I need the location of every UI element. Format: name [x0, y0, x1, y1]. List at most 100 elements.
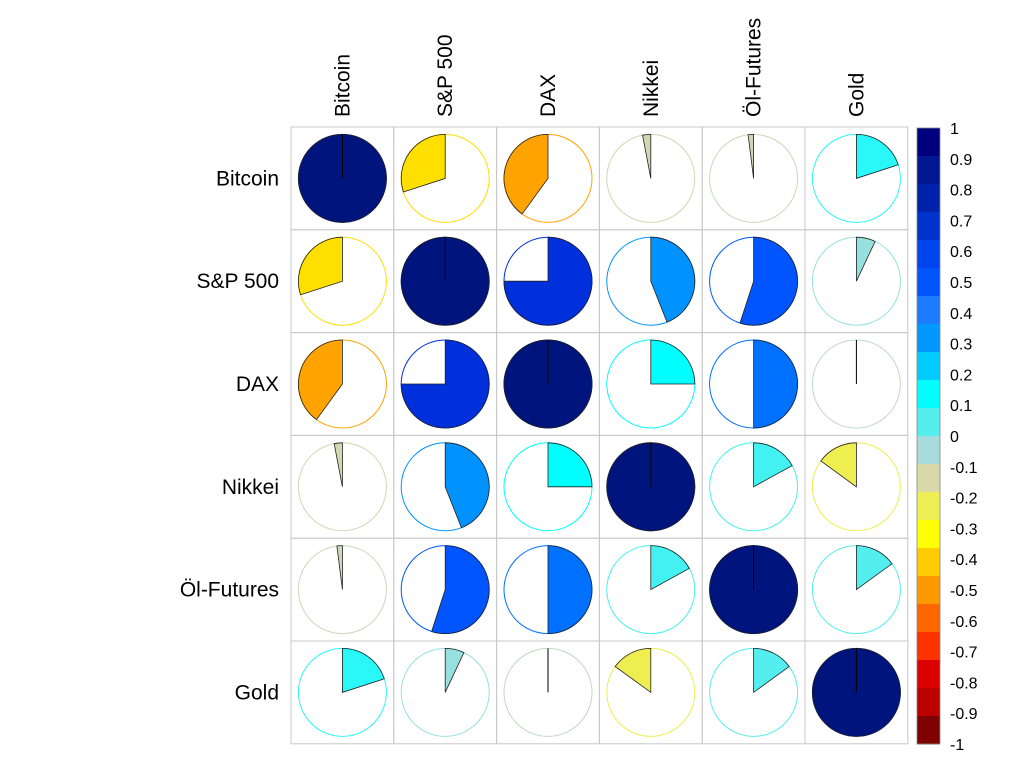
colorbar-segment [917, 380, 940, 409]
colorbar-tick-label: -0.4 [950, 552, 978, 569]
pie-cell [503, 647, 593, 737]
pie-cell [606, 442, 696, 532]
pie-slice [503, 236, 593, 326]
colorbar-segment [917, 240, 940, 269]
colorbar-tick-label: 0.8 [950, 183, 972, 200]
column-label: S&P 500 [434, 34, 457, 117]
colorbar-tick-label: -0.6 [950, 614, 978, 631]
colorbar-tick-label: -1 [950, 737, 964, 754]
pie-cell [400, 133, 490, 223]
pie-cell [400, 442, 490, 532]
colorbar-tick-label: 0.4 [950, 306, 972, 323]
pie-slice [753, 339, 798, 429]
colorbar-tick-label: 0.7 [950, 213, 972, 230]
pie-cell [503, 339, 593, 429]
pie-cell [503, 236, 593, 326]
colorbar-segment [917, 408, 940, 437]
pie-slice [444, 647, 465, 693]
column-label: DAX [537, 74, 560, 117]
pie-cell [503, 545, 593, 635]
colorbar-segment [917, 128, 940, 157]
colorbar-segment [917, 688, 940, 717]
pie-slice [400, 133, 446, 193]
pie-cell [297, 545, 387, 635]
pie-slice [503, 133, 549, 215]
row-label: Öl-Futures [180, 579, 279, 602]
colorbar-segment [917, 352, 940, 381]
pie-cell [503, 133, 593, 223]
colorbar-tick-label: -0.2 [950, 491, 978, 508]
colorbar-tick-label: 1 [950, 121, 959, 138]
row-label: S&P 500 [196, 270, 279, 293]
colorbar-segment [917, 212, 940, 241]
pie-slice [856, 545, 893, 591]
pie-cell [297, 133, 387, 223]
pie-slice [547, 442, 593, 488]
pie-slice [753, 442, 793, 488]
pie-slice [333, 442, 343, 487]
pie-slice [820, 442, 857, 488]
pie-cell [297, 236, 387, 326]
pie-slice [642, 133, 652, 179]
pie-cell [709, 236, 799, 326]
pie-slice [547, 545, 593, 635]
pie-cell [297, 647, 387, 737]
column-label: Öl-Futures [743, 18, 766, 117]
colorbar-tick-label: 0.5 [950, 275, 972, 292]
pie-slice [336, 545, 343, 590]
column-label: Nikkei [640, 60, 663, 117]
row-label: Gold [235, 681, 279, 704]
pie-cell [811, 133, 901, 223]
colorbar-segment [917, 576, 940, 605]
pie-cell [709, 545, 799, 635]
pie-slice [747, 133, 754, 179]
colorbar-tick-label: 0 [950, 429, 959, 446]
pie-cell [709, 339, 799, 429]
pie-slice [753, 647, 790, 694]
pie-slice [650, 339, 696, 385]
pie-slice [739, 236, 798, 326]
pie-cell [811, 236, 901, 326]
pie-cell [811, 545, 901, 635]
column-label: Bitcoin [331, 54, 354, 117]
row-label: DAX [236, 373, 279, 396]
row-label: Bitcoin [216, 167, 279, 190]
colorbar-segment [917, 632, 940, 661]
colorbar-segment [917, 604, 940, 633]
pie-cell [503, 442, 593, 532]
colorbar-tick-label: -0.8 [950, 675, 978, 692]
colorbar-tick-label: 0.1 [950, 398, 972, 415]
colorbar-tick-label: 0.2 [950, 367, 972, 384]
colorbar-segment [917, 548, 940, 577]
colorbar-segment [917, 716, 940, 745]
pie-cell [400, 236, 490, 326]
pie-cell [709, 442, 799, 532]
colorbar-segment [917, 268, 940, 297]
pie-slice [650, 236, 696, 323]
pie-slice [856, 133, 899, 179]
pie-cell [400, 647, 490, 737]
matrix-grid [290, 126, 909, 745]
pie-slice [431, 545, 490, 634]
pie-slice [444, 442, 490, 529]
colorbar-segment [917, 436, 940, 465]
colorbar-tick-label: -0.5 [950, 583, 978, 600]
pie-slice [614, 647, 652, 694]
pie-cell [811, 647, 901, 737]
pie-cell [297, 442, 387, 532]
colorbar-frame [916, 127, 941, 745]
colorbar-segment [917, 324, 940, 353]
colorbar-segment [917, 156, 940, 185]
colorbar-tick-label: 0.3 [950, 337, 972, 354]
pie-cell [400, 545, 490, 635]
colorbar-tick-label: -0.7 [950, 645, 978, 662]
pie-cell [811, 339, 901, 429]
colorbar-segment [917, 492, 940, 521]
pie-cell [297, 339, 387, 429]
colorbar-segment [917, 296, 940, 325]
matrix-cells [297, 133, 901, 737]
colorbar-tick-label: -0.3 [950, 521, 978, 538]
pie-cell [709, 647, 799, 737]
pie-cell [709, 133, 799, 223]
